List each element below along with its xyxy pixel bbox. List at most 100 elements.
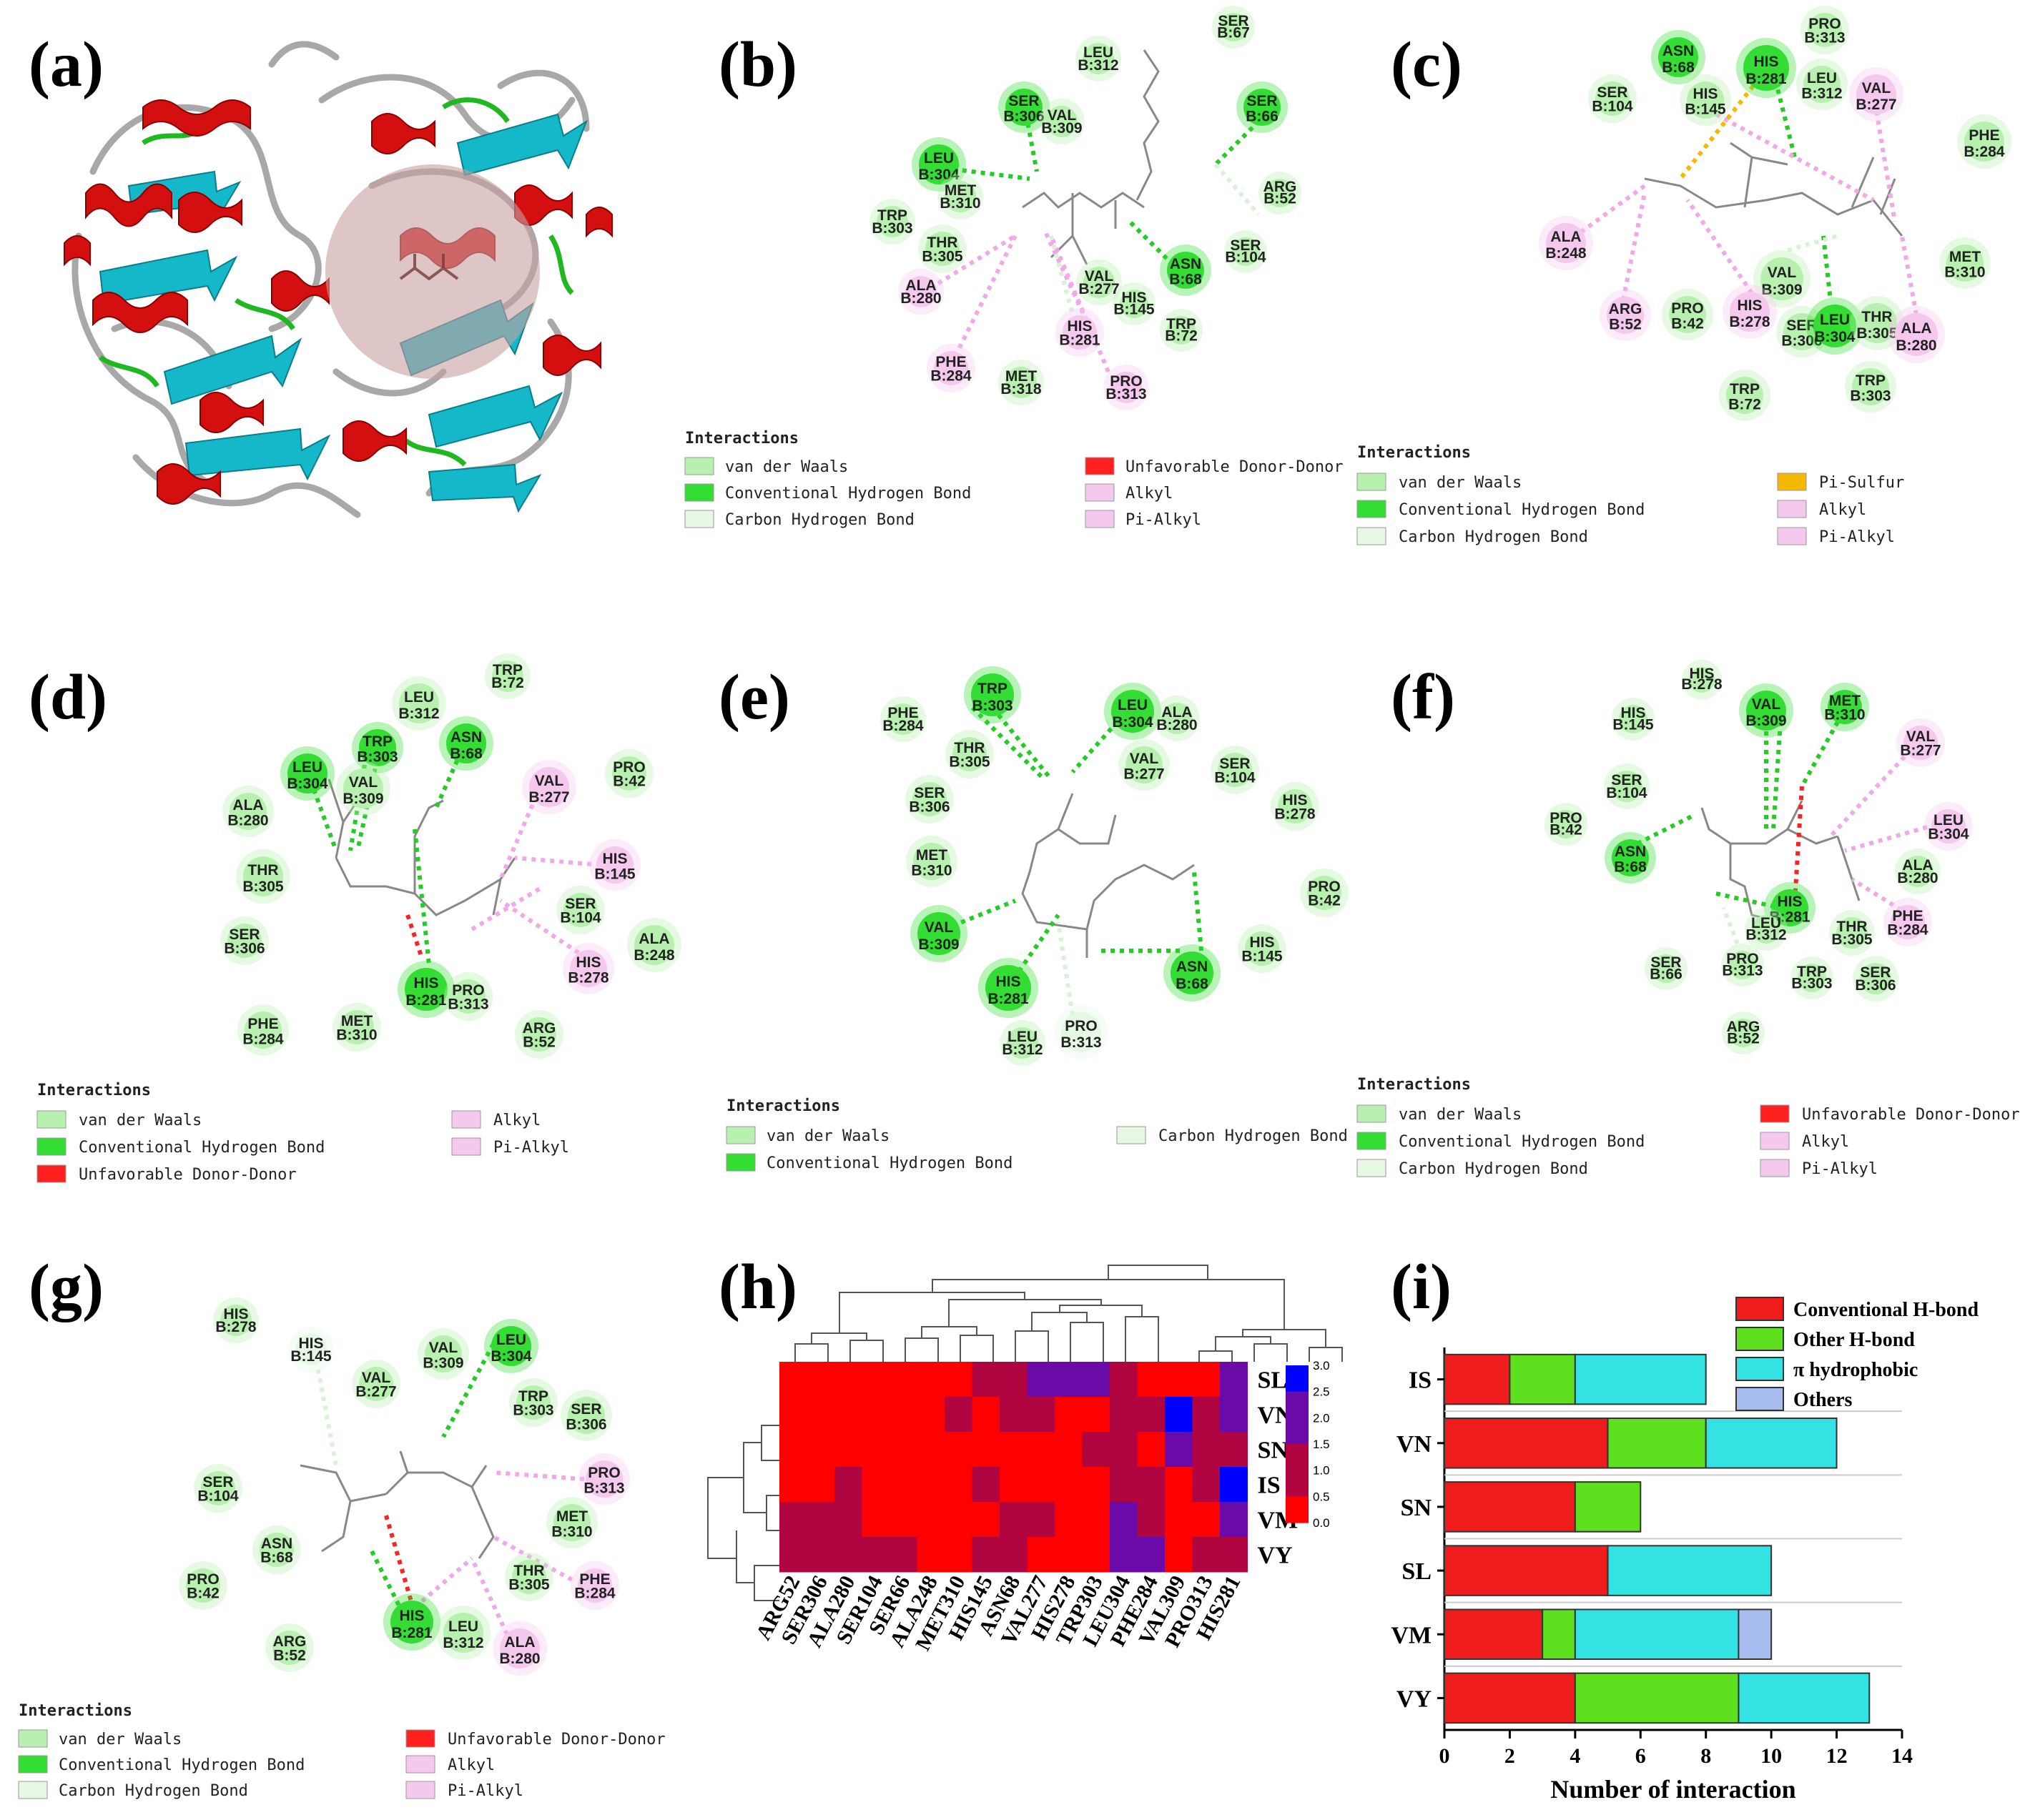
heatmap-cell-VN-VAL277 (1027, 1397, 1055, 1433)
residue-number: B:303 (357, 748, 398, 765)
legend-title: Interactions (726, 1097, 840, 1115)
residue-name: ARG (1727, 1019, 1760, 1035)
residue-number: B:248 (1545, 245, 1587, 262)
residue-number: B:310 (1824, 707, 1865, 723)
heatmap-cell-SN-VAL277 (1027, 1432, 1055, 1468)
residue-number: B:309 (918, 936, 959, 953)
legend-pialkyl: Pi-Alkyl (1125, 511, 1201, 529)
heatmap-cell-VN-SER104 (862, 1397, 890, 1433)
residue-number: B:312 (1745, 926, 1786, 943)
heatmap-cell-VM-ASN68 (1000, 1502, 1028, 1538)
residue-name: VAL (1906, 728, 1936, 745)
residue-number: B:306 (1781, 332, 1822, 349)
residue-number: B:281 (405, 992, 447, 1009)
residue-number: B:284 (882, 718, 924, 734)
residue-number: B:303 (513, 1403, 553, 1419)
bar-VY-other-h-bond (1574, 1672, 1740, 1724)
heatmap-cell-SL-PRO313 (1192, 1362, 1221, 1398)
protein-structure-image (64, 41, 613, 518)
heatmap-cell-VM-SER306 (807, 1502, 835, 1538)
legend-pialkyl: Pi-Alkyl (493, 1139, 569, 1157)
heatmap-cell-SN-ALA280 (834, 1432, 862, 1468)
residue-name: ASN (261, 1535, 292, 1552)
x-tick-label: 10 (1760, 1744, 1782, 1768)
residue-number: B:104 (197, 1488, 239, 1505)
residue-name: TRP (1797, 964, 1827, 980)
colorbar-segment (1286, 1391, 1309, 1405)
heatmap-cell-VM-HIS145 (972, 1502, 1000, 1538)
legend-swatch-pialkyl (1760, 1159, 1790, 1177)
residue-name: HIS (298, 1335, 323, 1352)
residue-number: B:310 (1944, 264, 1985, 280)
heatmap-cell-SL-TRP303 (1082, 1362, 1110, 1398)
heatmap-column-labels: ARG52SER306ALA280SER104SER66ALA248MET310… (752, 1572, 1246, 1655)
residue-name: ASN (1176, 959, 1208, 975)
legend-label: π hydrophobic (1793, 1359, 1918, 1381)
x-tick-label: 8 (1700, 1744, 1711, 1768)
legend-swatch-carbon (1356, 527, 1386, 545)
residue-name: PHE (1969, 127, 1999, 144)
legend-label: Other H-bond (1793, 1329, 1915, 1351)
panel-label-h: (h) (719, 1252, 797, 1322)
residue-name: PRO (1308, 879, 1341, 895)
residue-name: HIS (1693, 86, 1718, 102)
residue-name: THR (513, 1563, 544, 1579)
heatmap-cell-VY-HIS145 (972, 1537, 1000, 1573)
residue-number: B:304 (1928, 826, 1969, 843)
bar-SL-conventional-h-bond (1444, 1545, 1609, 1596)
residue-name: THR (927, 234, 957, 251)
legend-conv: Conventional Hydrogen Bond (725, 485, 971, 503)
heatmap-cell-SL-LEU304 (1110, 1362, 1138, 1398)
residue-number: B:277 (1900, 743, 1941, 759)
residue-name: HIS (995, 974, 1020, 990)
residue-number: B:280 (499, 1651, 540, 1667)
colorbar-segment (1286, 1509, 1309, 1523)
residue-name: TRP (977, 681, 1007, 697)
heatmap-cell-IS-ARG52 (779, 1467, 807, 1503)
heatmap-cell-SL-ALA248 (917, 1362, 945, 1398)
heatmap-cell-IS-SER104 (862, 1467, 890, 1503)
heatmap-cell-SN-PRO313 (1192, 1432, 1221, 1468)
residue-number: B:305 (949, 754, 990, 771)
residue-number: B:42 (613, 773, 646, 790)
heatmap-cell-VN-HIS145 (972, 1397, 1000, 1433)
residue-number: B:52 (1727, 1030, 1760, 1047)
residue-name: MET (556, 1508, 588, 1525)
residue-number: B:309 (343, 791, 383, 807)
heatmap-cell-SL-HIS281 (1220, 1362, 1248, 1398)
residue-number: B:304 (1112, 714, 1153, 731)
residue-number: B:305 (242, 879, 284, 895)
bar-VY--hydrophobic (1738, 1672, 1871, 1724)
legend-swatch-carbon (18, 1781, 48, 1799)
heatmap-cell-SL-HIS145 (972, 1362, 1000, 1398)
residue-name: SER (1246, 93, 1277, 109)
legend-pialkyl: Pi-Alkyl (1819, 528, 1895, 546)
legend-vdw: van der Waals (1399, 1106, 1522, 1124)
